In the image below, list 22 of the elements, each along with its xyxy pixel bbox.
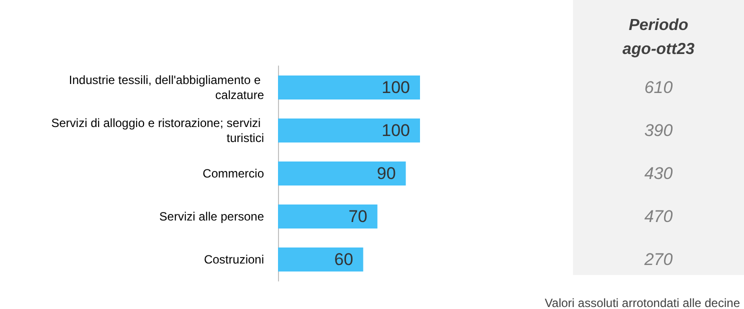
bar bbox=[278, 162, 406, 186]
y-tick-label: Commercio bbox=[202, 166, 264, 180]
y-tick-label: Industrie tessili, dell'abbigliamento e calzature bbox=[68, 73, 264, 102]
bar bbox=[278, 204, 378, 228]
bar bbox=[278, 248, 364, 272]
y-tick-label: Costruzioni bbox=[204, 252, 264, 266]
bar bbox=[278, 118, 420, 142]
y-tick-label: Servizi alle persone bbox=[159, 210, 264, 224]
data-label: 270 bbox=[643, 249, 674, 271]
data-label: 100 bbox=[382, 121, 410, 140]
data-label: 610 bbox=[643, 77, 674, 99]
data-label: 70 bbox=[348, 207, 368, 226]
text: Valori assoluti arrotondati alle decine bbox=[544, 296, 740, 309]
data-label: 390 bbox=[643, 120, 674, 142]
data-label: 100 bbox=[382, 78, 410, 97]
bar bbox=[278, 76, 420, 100]
text: Periodo ago-ott23 bbox=[622, 16, 696, 60]
y-tick-label: Servizi di alloggio e ristorazione; servizi turistici bbox=[51, 116, 264, 145]
data-label: 60 bbox=[334, 250, 354, 269]
data-label: 430 bbox=[643, 163, 674, 185]
data-label: 90 bbox=[376, 164, 396, 183]
data-label: 470 bbox=[643, 206, 674, 228]
